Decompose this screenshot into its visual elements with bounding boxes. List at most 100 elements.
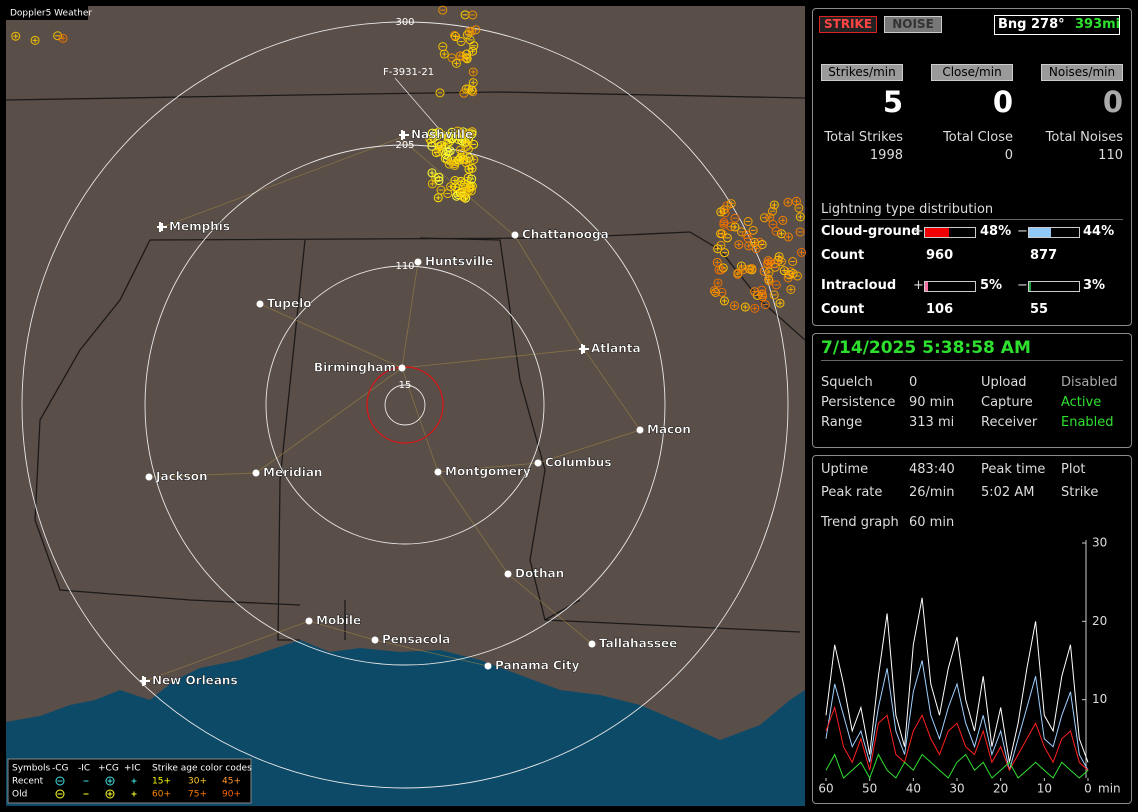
- strike-symbol: [760, 300, 770, 310]
- strike-symbol: [726, 199, 736, 209]
- legend-row-label: Old: [12, 790, 27, 800]
- strike-symbol: [738, 265, 748, 275]
- type-label: Intracloud: [821, 278, 897, 293]
- legend: Symbols -CG -IC +CG +IC Strike age color…: [7, 758, 252, 804]
- radar-map: Doppler5 Weather F-3931-21 30020511015Na…: [5, 5, 806, 806]
- x-tick-label: 0: [1084, 782, 1092, 796]
- strike-symbol: [729, 301, 739, 311]
- strike-symbol: [792, 271, 802, 281]
- datetime: 7/14/2025 5:38:58 AM: [821, 338, 1031, 358]
- strike-ring: [783, 197, 793, 207]
- track-line: [394, 77, 441, 131]
- strike-button[interactable]: STRIKE: [819, 16, 877, 33]
- count-label: Count: [821, 302, 865, 317]
- ring-label: 15: [399, 380, 412, 391]
- city-label: Tallahassee: [599, 637, 677, 651]
- strike-symbol: [718, 263, 728, 273]
- strike-symbol: [741, 230, 751, 240]
- strike-symbol: [11, 31, 21, 41]
- legend-bg: [7, 758, 252, 804]
- rate-label: Close/min: [931, 64, 1013, 81]
- divider: [821, 219, 1123, 220]
- strike-symbol: [467, 85, 477, 95]
- noise-button[interactable]: NOISE: [884, 16, 942, 33]
- strike-ring: [765, 212, 775, 222]
- strike-ring: [469, 41, 479, 51]
- strike-ring: [767, 206, 777, 216]
- stats-cell: Strike: [1061, 485, 1099, 500]
- strike-ring: [791, 196, 801, 206]
- strike-symbol: [434, 172, 444, 182]
- strike-ring: [433, 193, 443, 203]
- strike-ring: [468, 67, 478, 77]
- strike-symbol: [451, 58, 461, 68]
- strike-ring: [716, 207, 726, 217]
- city-dot: [252, 469, 260, 477]
- strike-symbol: [779, 266, 789, 276]
- strike-symbol: [767, 206, 777, 216]
- rate-label: Strikes/min: [821, 64, 903, 81]
- type-bar-fill: [1029, 228, 1051, 237]
- type-percent: 3%: [1083, 278, 1106, 293]
- strike-ring: [730, 222, 740, 232]
- strike-ring: [740, 302, 750, 312]
- rate-value: 5: [882, 85, 903, 119]
- type-count: 106: [926, 302, 954, 317]
- strike-symbol: [769, 259, 779, 269]
- strike-symbol: [765, 257, 775, 267]
- strike-symbol: [709, 286, 719, 296]
- x-unit: min: [1098, 782, 1121, 796]
- legend-header: Symbols: [12, 764, 51, 774]
- strike-symbol: [783, 197, 793, 207]
- strike-symbol: [30, 35, 40, 45]
- strike-symbol: [791, 196, 801, 206]
- city-label: Memphis: [169, 220, 230, 234]
- status-cell: Enabled: [1061, 415, 1114, 430]
- strike-symbol: [716, 229, 726, 239]
- stats-cell: Peak time: [981, 462, 1046, 477]
- strike-ring: [467, 163, 477, 173]
- city-label: Dothan: [515, 567, 564, 581]
- strike-ring: [760, 300, 770, 310]
- trend-graph: 10 20 30 60 50 40 30 20 10 0 min: [818, 536, 1121, 796]
- strike-ring: [30, 35, 40, 45]
- status-panel: [812, 333, 1132, 448]
- stats-cell: Peak rate: [821, 485, 883, 500]
- strike-symbol: [757, 285, 767, 295]
- strike-symbol: [771, 280, 781, 290]
- status-cell: 0: [909, 375, 918, 390]
- strike-ring: [714, 265, 724, 275]
- strike-ring: [759, 213, 769, 223]
- status-cell: Disabled: [1061, 375, 1118, 390]
- strike-ring: [786, 267, 796, 277]
- x-tick-label: 10: [1037, 782, 1052, 796]
- strike-ring: [455, 145, 465, 155]
- strike-symbol: [436, 141, 446, 151]
- sign: −: [1017, 278, 1028, 293]
- city-label: Jackson: [155, 470, 208, 484]
- y-tick-label: 20: [1092, 614, 1107, 628]
- strike-ring: [757, 290, 767, 300]
- type-bar-fill: [1029, 282, 1031, 291]
- rate-value: 0: [992, 85, 1013, 119]
- strike-ring: [458, 127, 468, 137]
- strike-symbol: [713, 244, 723, 254]
- strike-symbol: [719, 296, 729, 306]
- strike-symbol: [58, 33, 68, 43]
- strike-symbol: [456, 37, 466, 47]
- strike-ring: [775, 298, 785, 308]
- total-value: 1998: [869, 148, 903, 163]
- age-code: 45+: [222, 777, 241, 787]
- strike-ring: [461, 158, 471, 168]
- x-tick-label: 60: [818, 782, 833, 796]
- strike-ring: [438, 5, 448, 15]
- sign: −: [1017, 224, 1028, 239]
- strike-symbol: [462, 49, 472, 59]
- legend-symbol: [55, 789, 65, 799]
- strike-ring: [733, 268, 743, 278]
- city-label: Birmingham: [314, 361, 396, 375]
- legend-row-label: Recent: [12, 777, 44, 787]
- strike-symbol: [744, 241, 754, 251]
- strike-ring: [757, 239, 767, 249]
- strike-ring: [450, 182, 460, 192]
